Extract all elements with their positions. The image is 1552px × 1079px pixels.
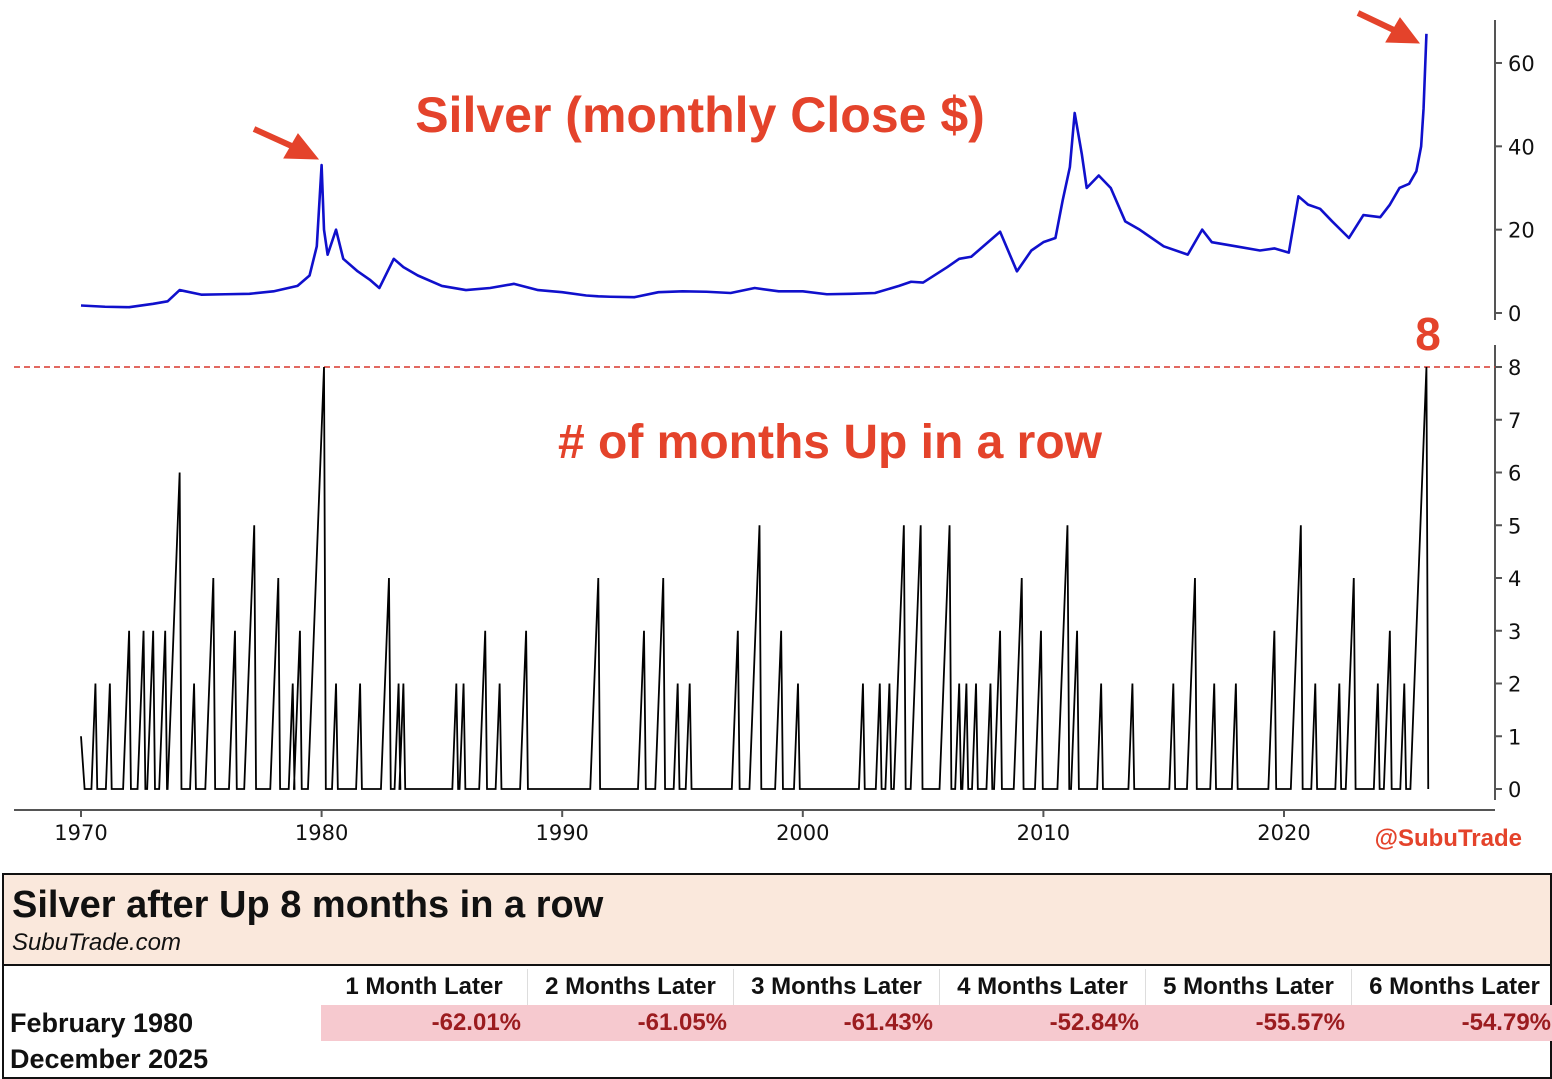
arrow-icon xyxy=(252,126,320,160)
table-cell: -55.57% xyxy=(1255,1009,1345,1036)
x-tick-label: 2010 xyxy=(1017,821,1070,845)
column-header: 3 Months Later xyxy=(733,969,939,1005)
column-header: 5 Months Later xyxy=(1145,969,1351,1005)
y-tick-label: 20 xyxy=(1508,219,1535,243)
y-tick-label: 1 xyxy=(1508,725,1521,749)
current-value-label: 8 xyxy=(1415,308,1441,360)
table-cell: -54.79% xyxy=(1461,1009,1551,1036)
column-header: 4 Months Later xyxy=(939,969,1145,1005)
y-tick-label: 60 xyxy=(1508,52,1535,76)
table-cell: -61.05% xyxy=(637,1009,727,1036)
table-header: Silver after Up 8 months in a row SubuTr… xyxy=(4,875,1550,966)
streak-panel: 0 1 2 3 4 5 6 7 8 xyxy=(14,345,1521,802)
y-tick-label: 0 xyxy=(1508,778,1521,802)
price-panel: 0 20 40 60 xyxy=(80,20,1535,326)
column-header: 6 Months Later xyxy=(1351,969,1552,1005)
column-headers: 1 Month Later 2 Months Later 3 Months Late… xyxy=(321,969,1552,1005)
x-tick-label: 2000 xyxy=(776,821,829,845)
arrow-icon xyxy=(1356,10,1421,44)
results-table: Silver after Up 8 months in a row SubuTr… xyxy=(2,873,1552,1079)
price-line xyxy=(80,33,1428,309)
y-tick-label: 8 xyxy=(1508,356,1521,380)
table-title: Silver after Up 8 months in a row xyxy=(12,884,604,926)
y-tick-label: 3 xyxy=(1508,620,1521,644)
price-title: Silver (monthly Close $) xyxy=(415,87,985,143)
streak-title: # of months Up in a row xyxy=(558,416,1103,469)
column-header: 2 Months Later xyxy=(527,969,733,1005)
table-cell: -62.01% xyxy=(431,1009,521,1036)
table-row: -62.01% -61.05% -61.43% -52.84% -55.57% -54.7… xyxy=(321,1005,1552,1041)
y-tick-label: 5 xyxy=(1508,514,1521,538)
x-tick-label: 1990 xyxy=(535,821,588,845)
y-tick-label: 7 xyxy=(1508,409,1521,433)
x-tick-label: 1970 xyxy=(54,821,107,845)
y-tick-label: 0 xyxy=(1508,302,1521,326)
chart: 0 20 40 60 0 1 2 3 4 5 6 7 8 1970 1980 1990 2000 2010 20… xyxy=(14,10,1535,852)
row-label: December 2025 xyxy=(10,1044,209,1074)
x-axis: 1970 1980 1990 2000 2010 2020 xyxy=(14,809,1495,845)
y-tick-label: 4 xyxy=(1508,567,1521,591)
y-tick-label: 6 xyxy=(1508,462,1521,486)
table-cell: -61.43% xyxy=(843,1009,933,1036)
table-subtitle: SubuTrade.com xyxy=(12,929,181,956)
row-label: February 1980 xyxy=(10,1008,194,1038)
column-header: 1 Month Later xyxy=(345,973,503,1000)
streak-line xyxy=(80,366,1430,790)
y-tick-label: 40 xyxy=(1508,135,1535,159)
x-tick-label: 2020 xyxy=(1257,821,1310,845)
x-tick-label: 1980 xyxy=(295,821,348,845)
y-tick-label: 2 xyxy=(1508,673,1521,697)
watermark: @SubuTrade xyxy=(1375,825,1522,852)
table-cell: -52.84% xyxy=(1049,1009,1139,1036)
